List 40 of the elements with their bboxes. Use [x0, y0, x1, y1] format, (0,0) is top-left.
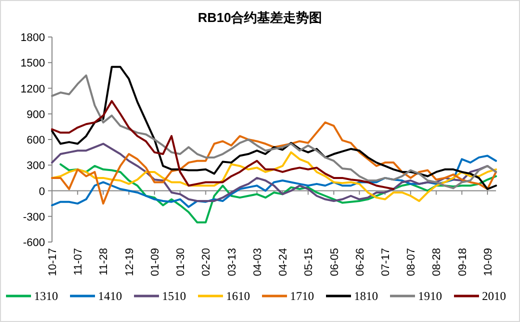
- x-tick-label: 03-13: [226, 248, 238, 276]
- legend-label: 1510: [162, 289, 186, 303]
- line-series: [51, 121, 497, 205]
- line-series: [51, 154, 497, 208]
- x-tick-label: 11-07: [72, 248, 85, 276]
- x-tick-label: 11-28: [98, 248, 110, 276]
- y-tick-label: 1200: [20, 83, 45, 96]
- x-tick-label: 05-15: [303, 248, 316, 276]
- y-tick-label: 0: [38, 186, 45, 198]
- legend-label: 1310: [34, 289, 58, 303]
- x-tick-label: 02-20: [200, 248, 213, 276]
- legend-label: 1410: [98, 289, 122, 303]
- x-tick-label: 08-28: [431, 248, 444, 276]
- x-tick-label: 12-19: [124, 248, 136, 276]
- x-tick-label: 04-24: [278, 248, 290, 276]
- y-tick-label: 1500: [20, 58, 45, 70]
- y-tick-label: 1800: [20, 32, 45, 44]
- y-tick-label: 600: [26, 134, 45, 146]
- y-tick-label: -300: [22, 211, 45, 224]
- x-tick-label: 09-18: [456, 248, 469, 276]
- x-tick-label: 01-09: [149, 248, 162, 276]
- line-series: [60, 163, 497, 224]
- line-series: [51, 100, 395, 190]
- y-tick-label: -600: [22, 237, 45, 249]
- legend-label: 1910: [418, 289, 442, 303]
- x-tick-label: 01-30: [175, 248, 188, 276]
- legend-label: 2010: [482, 289, 506, 303]
- x-tick-label: 10-17: [47, 248, 59, 276]
- legend-label: 1810: [354, 289, 378, 303]
- x-tick-label: 08-07: [406, 248, 418, 276]
- x-tick-label: 06-05: [328, 248, 341, 276]
- legend-label: 1610: [226, 289, 250, 303]
- y-tick-label: 900: [26, 108, 45, 121]
- y-tick-label: 300: [26, 160, 45, 172]
- x-tick-label: 04-03: [252, 248, 264, 276]
- chart-title: RB10合约基差走势图: [198, 10, 322, 25]
- x-tick-label: 10-09: [482, 248, 494, 276]
- x-tick-label: 06-26: [354, 248, 366, 276]
- x-tick-label: 07-17: [380, 248, 392, 276]
- legend-label: 1710: [290, 289, 314, 303]
